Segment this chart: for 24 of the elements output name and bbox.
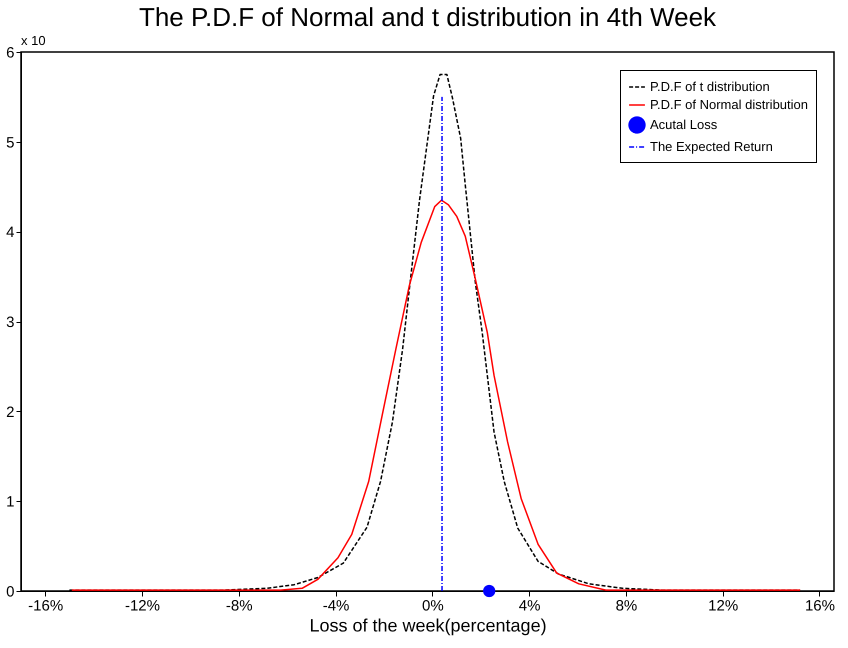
- legend-label: The Expected Return: [650, 139, 773, 154]
- x-tick-label: 16%: [804, 598, 835, 614]
- x-axis-title: Loss of the week(percentage): [309, 616, 547, 636]
- y-tick-label: 6: [6, 44, 14, 62]
- y-tick-label: 2: [6, 404, 14, 421]
- x-tick-label: 8%: [616, 598, 638, 614]
- legend-label: Acutal Loss: [650, 117, 718, 132]
- text: x 10: [21, 33, 46, 48]
- x-tick-label: 4%: [518, 598, 540, 614]
- legend-label: P.D.F of Normal distribution: [650, 97, 808, 112]
- x-tick-label: 0%: [422, 598, 444, 614]
- legend-label: P.D.F of t distribution: [650, 79, 770, 94]
- y-tick-label: 3: [6, 314, 14, 331]
- x-tick-label: 12%: [708, 598, 738, 614]
- x-tick-label: -16%: [28, 598, 64, 614]
- y-tick-label: 4: [6, 224, 14, 242]
- chart-title: The P.D.F of Normal and t distribution in 4th Week: [138, 2, 718, 32]
- line-series: [71, 199, 801, 591]
- x-tick-label: -4%: [322, 598, 350, 614]
- y-tick-label: 0: [6, 584, 14, 600]
- y-tick-label: 1: [6, 494, 14, 511]
- y-tick-label: 5: [6, 134, 14, 152]
- x-tick-label: -12%: [124, 598, 160, 614]
- x-tick-label: -8%: [226, 598, 253, 614]
